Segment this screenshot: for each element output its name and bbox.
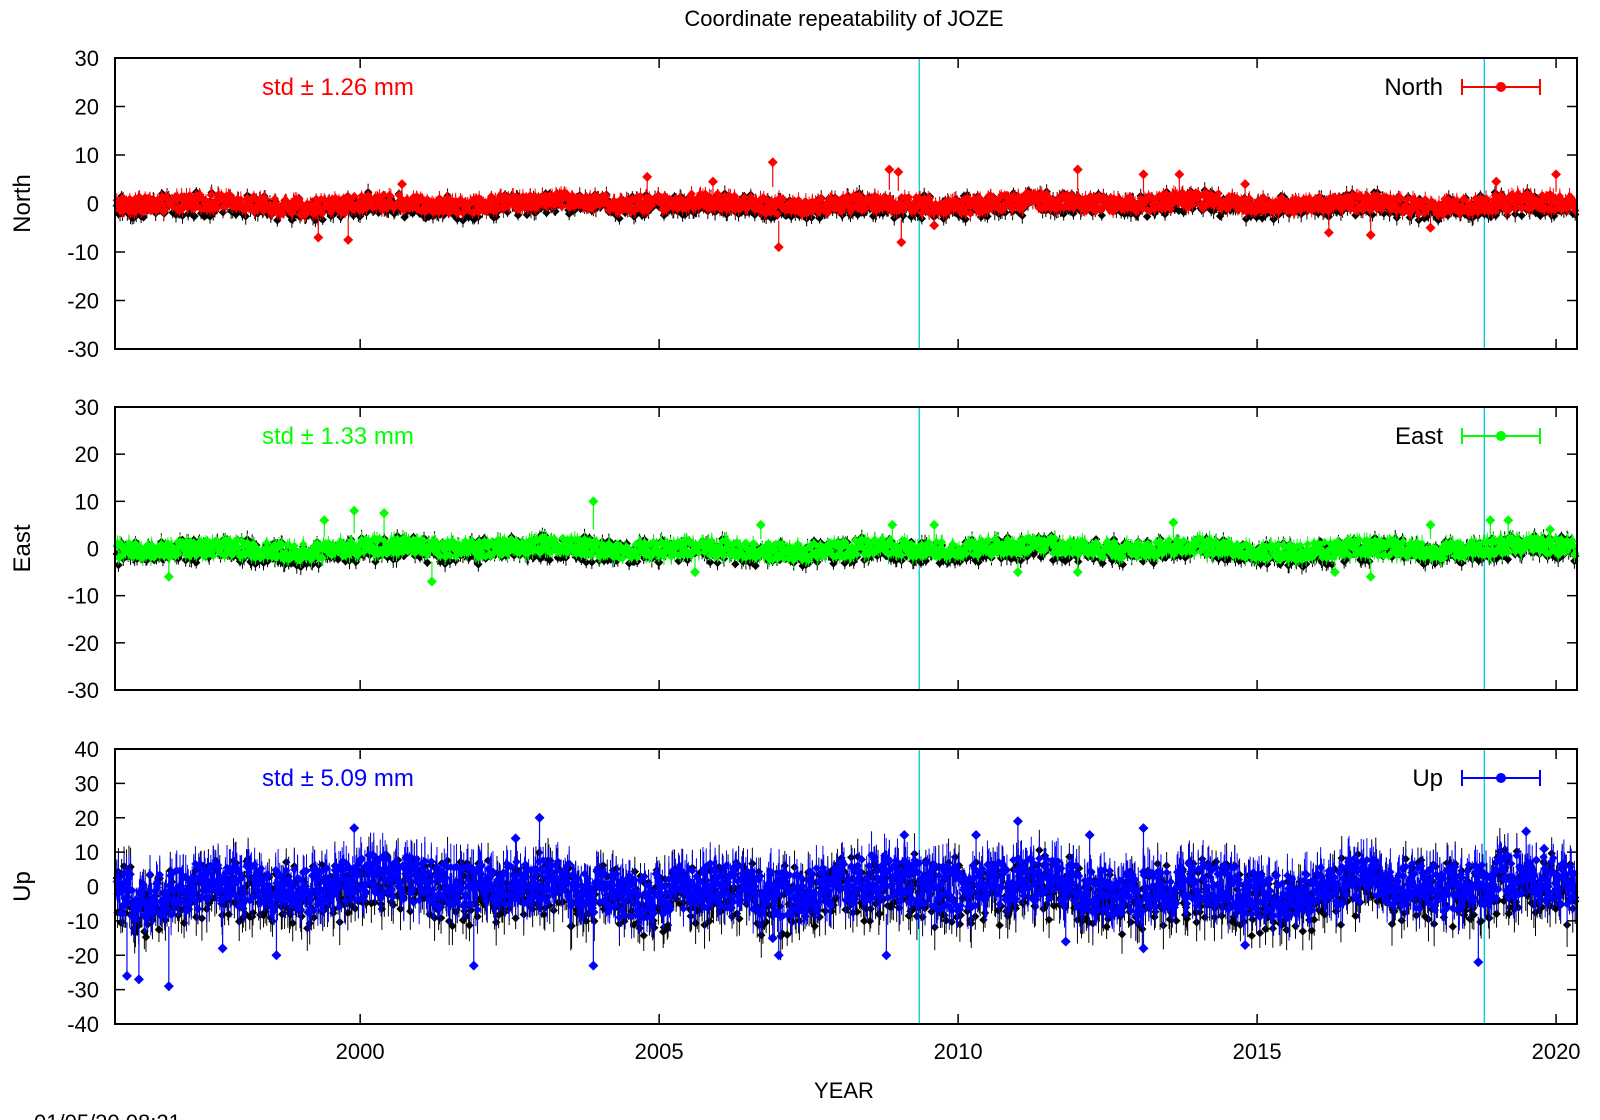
y-tick-label: 20 (75, 95, 99, 120)
y-tick-label: 10 (75, 143, 99, 168)
y-tick-label: -30 (67, 337, 99, 362)
chart-title: Coordinate repeatability of JOZE (684, 6, 1003, 31)
y-axis-label: North (9, 174, 36, 233)
y-tick-label: 30 (75, 46, 99, 71)
series-north (113, 157, 1580, 252)
y-tick-label: 0 (87, 192, 99, 217)
y-tick-label: -20 (67, 289, 99, 314)
y-tick-label: -10 (67, 240, 99, 265)
